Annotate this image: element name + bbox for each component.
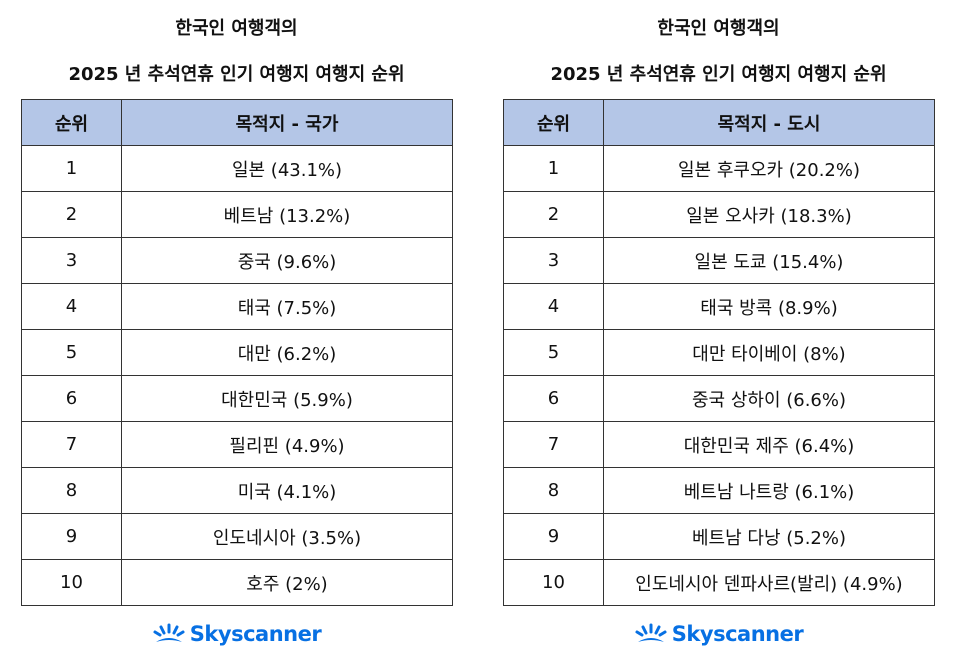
table-row: 1 일본 (43.1%): [21, 145, 453, 192]
rank-cell: 2: [503, 191, 604, 238]
rank-cell: 5: [503, 329, 604, 376]
rank-cell: 8: [21, 467, 122, 514]
rank-cell: 4: [503, 283, 604, 330]
rank-cell: 6: [503, 375, 604, 422]
table-row: 9 베트남 다낭 (5.2%): [503, 513, 935, 560]
rank-cell: 4: [21, 283, 122, 330]
destination-cell: 중국 상하이 (6.6%): [603, 375, 935, 422]
rank-cell: 9: [21, 513, 122, 560]
title-line: 한국인 여행객의: [657, 18, 780, 39]
rank-cell: 8: [503, 467, 604, 514]
title-line: 2025 년 추석연휴 인기 여행지 여행지 순위: [550, 64, 887, 85]
rank-cell: 2: [21, 191, 122, 238]
destination-cell: 일본 (43.1%): [121, 145, 453, 192]
rank-cell: 10: [21, 559, 122, 606]
title-line: 2025 년 추석연휴 인기 여행지 여행지 순위: [68, 64, 405, 85]
logo-icon: [635, 623, 667, 642]
table-row: 8 미국 (4.1%): [21, 467, 453, 514]
rank-cell: 9: [503, 513, 604, 560]
destination-cell: 대만 (6.2%): [121, 329, 453, 376]
table-row: 8 베트남 나트랑 (6.1%): [503, 467, 935, 514]
ranking-table: 순위 목적지 - 국가 1 일본 (43.1%) 2 베트남 (13.2%) 3 중국 (9.…: [21, 99, 453, 606]
destination-cell: 인도네시아 (3.5%): [121, 513, 453, 560]
logo-text: Skyscanner: [671, 622, 804, 646]
header-cell: 목적지 - 도시: [603, 99, 935, 146]
title-line: 한국인 여행객의: [175, 18, 298, 39]
header-cell: 순위: [21, 99, 122, 146]
header-cell: 목적지 - 국가: [121, 99, 453, 146]
table-row: 10 호주 (2%): [21, 559, 453, 606]
rank-cell: 10: [503, 559, 604, 606]
table-row: 6 중국 상하이 (6.6%): [503, 375, 935, 422]
header-row: 순위 목적지 - 도시: [503, 99, 935, 146]
logo-icon: [153, 623, 185, 642]
table-row: 6 대한민국 (5.9%): [21, 375, 453, 422]
rank-cell: 1: [21, 145, 122, 192]
destination-cell: 호주 (2%): [121, 559, 453, 606]
table-row: 9 인도네시아 (3.5%): [21, 513, 453, 560]
table-row: 10 인도네시아 덴파사르(발리) (4.9%): [503, 559, 935, 606]
table-row: 2 일본 오사카 (18.3%): [503, 191, 935, 238]
rank-cell: 3: [503, 237, 604, 284]
rank-cell: 7: [21, 421, 122, 468]
rank-cell: 1: [503, 145, 604, 192]
logo-text: Skyscanner: [189, 622, 322, 646]
table-row: 5 대만 타이베이 (8%): [503, 329, 935, 376]
rank-cell: 5: [21, 329, 122, 376]
table-row: 2 베트남 (13.2%): [21, 191, 453, 238]
rank-cell: 7: [503, 421, 604, 468]
table-row: 5 대만 (6.2%): [21, 329, 453, 376]
destination-cell: 대한민국 (5.9%): [121, 375, 453, 422]
ranking-table: 순위 목적지 - 도시 1 일본 후쿠오카 (20.2%) 2 일본 오사카 (18.3%…: [503, 99, 935, 606]
destination-cell: 인도네시아 덴파사르(발리) (4.9%): [603, 559, 935, 606]
logo: Skyscanner: [21, 622, 452, 646]
rank-cell: 3: [21, 237, 122, 284]
destination-cell: 미국 (4.1%): [121, 467, 453, 514]
table-row: 7 필리핀 (4.9%): [21, 421, 453, 468]
table-row: 3 일본 도쿄 (15.4%): [503, 237, 935, 284]
destination-cell: 베트남 (13.2%): [121, 191, 453, 238]
destination-cell: 일본 후쿠오카 (20.2%): [603, 145, 935, 192]
table-row: 1 일본 후쿠오카 (20.2%): [503, 145, 935, 192]
logo: Skyscanner: [503, 622, 934, 646]
destination-cell: 태국 (7.5%): [121, 283, 453, 330]
destination-cell: 태국 방콕 (8.9%): [603, 283, 935, 330]
table-row: 7 대한민국 제주 (6.4%): [503, 421, 935, 468]
destination-cell: 일본 도쿄 (15.4%): [603, 237, 935, 284]
destination-cell: 대한민국 제주 (6.4%): [603, 421, 935, 468]
header-cell: 순위: [503, 99, 604, 146]
destination-cell: 필리핀 (4.9%): [121, 421, 453, 468]
table-row: 4 태국 (7.5%): [21, 283, 453, 330]
destination-cell: 중국 (9.6%): [121, 237, 453, 284]
destination-cell: 베트남 다낭 (5.2%): [603, 513, 935, 560]
destination-cell: 베트남 나트랑 (6.1%): [603, 467, 935, 514]
rank-cell: 6: [21, 375, 122, 422]
header-row: 순위 목적지 - 국가: [21, 99, 453, 146]
destination-cell: 일본 오사카 (18.3%): [603, 191, 935, 238]
destination-cell: 대만 타이베이 (8%): [603, 329, 935, 376]
table-row: 4 태국 방콕 (8.9%): [503, 283, 935, 330]
table-row: 3 중국 (9.6%): [21, 237, 453, 284]
